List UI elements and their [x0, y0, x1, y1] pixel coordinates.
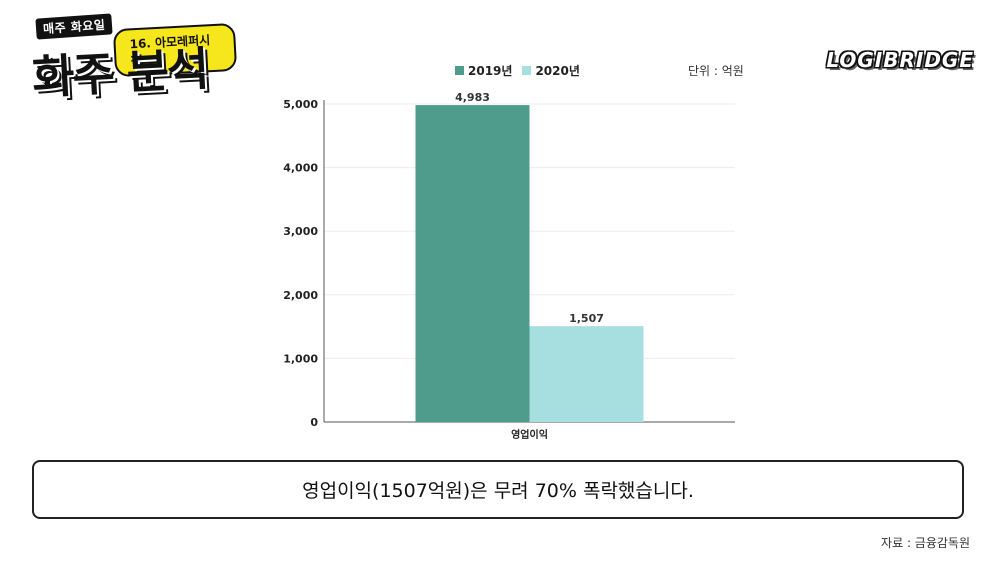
- data-label: 1,507: [569, 312, 604, 325]
- bar-2020년: [529, 326, 644, 422]
- bar-2019년: [415, 105, 530, 422]
- legend-swatch-2020: [522, 66, 532, 75]
- legend-item-2019: 2019년: [455, 62, 512, 79]
- y-tick-label: 3,000: [283, 225, 318, 238]
- caption-text: 영업이익(1507억원)은 무려 70% 폭락했습니다.: [302, 480, 694, 502]
- unit-label: 단위 : 억원: [688, 64, 744, 78]
- legend-item-2020: 2020년: [522, 62, 580, 79]
- y-tick-label: 2,000: [283, 289, 318, 302]
- legend-label-2020: 2020년: [535, 64, 580, 78]
- legend-swatch-2019: [455, 66, 464, 75]
- x-category-label: 영업이익: [511, 428, 548, 441]
- y-tick-label: 5,000: [283, 98, 318, 111]
- y-tick-label: 4,000: [283, 162, 318, 175]
- caption-box: 영업이익(1507억원)은 무려 70% 폭락했습니다.: [32, 460, 964, 519]
- data-label: 4,983: [455, 91, 490, 104]
- source-note: 자료 : 금융감독원: [881, 536, 970, 550]
- y-tick-label: 0: [310, 416, 318, 429]
- legend-label-2019: 2019년: [468, 64, 513, 78]
- bar-chart: 0 1,000 2,000 3,000 4,000 5,000 4,983 1,507 영업이익: [283, 91, 735, 441]
- y-tick-label: 1,000: [283, 352, 318, 365]
- logibridge-logo: LOGIBRIDGE: [826, 48, 974, 72]
- chart-legend: 2019년 2020년: [455, 62, 580, 79]
